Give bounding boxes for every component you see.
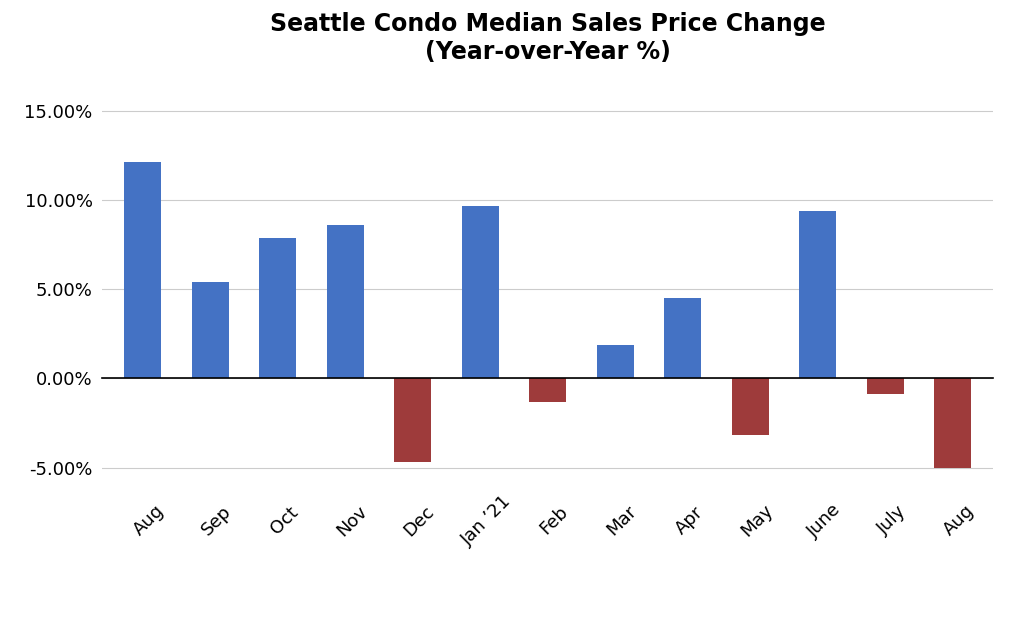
Text: Nov: Nov <box>333 502 371 540</box>
Bar <box>665 298 701 379</box>
Text: Aug: Aug <box>130 502 168 540</box>
Text: Aug: Aug <box>940 502 978 540</box>
Bar <box>866 379 904 394</box>
Bar <box>800 211 837 379</box>
Bar <box>529 379 566 401</box>
Text: July: July <box>873 503 909 538</box>
Text: May: May <box>737 501 776 540</box>
Bar <box>934 379 972 467</box>
Bar <box>259 238 296 379</box>
Text: Jan ’21: Jan ’21 <box>459 493 515 549</box>
Text: Apr: Apr <box>672 503 707 538</box>
Bar <box>124 162 162 379</box>
Bar <box>732 379 769 435</box>
Bar <box>191 282 229 379</box>
Title: Seattle Condo Median Sales Price Change
(Year-over-Year %): Seattle Condo Median Sales Price Change … <box>270 12 825 64</box>
Text: Mar: Mar <box>603 502 640 539</box>
Text: Sep: Sep <box>199 503 236 539</box>
Bar <box>394 379 431 462</box>
Bar <box>462 206 499 379</box>
Bar <box>327 225 364 379</box>
Text: Feb: Feb <box>537 503 571 538</box>
Text: Oct: Oct <box>267 503 301 538</box>
Text: Dec: Dec <box>400 502 438 540</box>
Text: June: June <box>804 501 845 541</box>
Bar <box>597 345 634 379</box>
